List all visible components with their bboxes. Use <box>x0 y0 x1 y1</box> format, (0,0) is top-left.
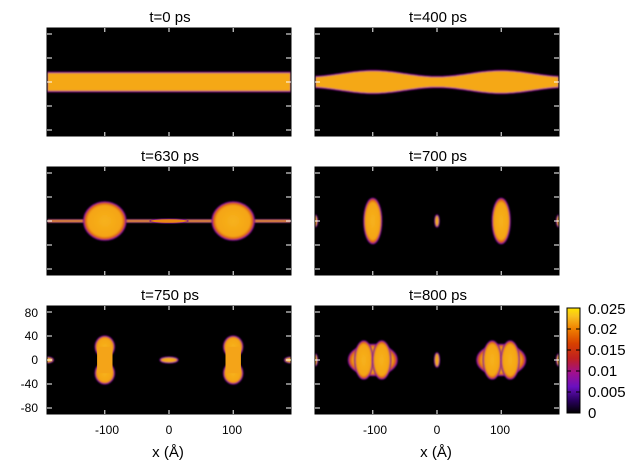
x-tick-label: 0 <box>434 423 441 437</box>
heatmap-panels <box>46 27 560 415</box>
droplet-mark <box>372 340 392 380</box>
x-axis-label: x (Å) <box>420 444 452 461</box>
x-tick-label: -100 <box>363 423 387 437</box>
heatmap-panel <box>314 166 560 276</box>
droplet-mark <box>82 201 127 241</box>
satellite-mark <box>433 352 441 368</box>
colorbar: 0.025 0.02 0.015 0.01 0.005 0 <box>566 301 626 422</box>
undulating-cylinder-mark <box>315 69 559 95</box>
neck-mark <box>149 218 189 224</box>
y-tick-label: 40 <box>25 329 39 343</box>
heatmap-panel <box>46 166 292 276</box>
droplet-mark <box>97 346 113 374</box>
heatmap-panel <box>314 305 560 415</box>
satellite-mark <box>434 214 440 228</box>
x-axis-label: x (Å) <box>152 444 184 461</box>
droplet-mark <box>211 201 256 241</box>
x-tick-label: 0 <box>166 423 173 437</box>
colorbar-tick-label: 0.02 <box>588 321 617 338</box>
panel-title-t400: t=400 ps <box>409 9 467 26</box>
panel-title-t630: t=630 ps <box>141 148 199 165</box>
droplet-mark <box>363 197 383 245</box>
droplet-mark <box>225 346 241 374</box>
heatmap-panel <box>46 305 292 415</box>
colorbar-tick-label: 0.025 <box>588 301 626 318</box>
panel-title-t800: t=800 ps <box>409 287 467 304</box>
x-tick-label: -100 <box>95 423 119 437</box>
y-tick-label: -40 <box>21 377 39 391</box>
droplet-mark <box>491 197 511 245</box>
panel-title-t0: t=0 ps <box>149 9 190 26</box>
droplet-mark <box>500 340 520 380</box>
panel-title-t700: t=700 ps <box>409 148 467 165</box>
y-tick-label: 0 <box>31 353 38 367</box>
colorbar-gradient <box>566 307 581 414</box>
heatmap-panel <box>314 27 560 137</box>
panel-title-t750: t=750 ps <box>141 287 199 304</box>
y-tick-label: 80 <box>25 306 39 320</box>
droplet-mark <box>354 340 374 380</box>
x-tick-label: 100 <box>490 423 510 437</box>
heatmap-panel <box>46 27 292 137</box>
y-tick-label: -80 <box>21 401 39 415</box>
x-tick-label: 100 <box>222 423 242 437</box>
colorbar-tick-label: 0 <box>588 405 596 422</box>
colorbar-tick-label: 0.015 <box>588 342 626 359</box>
colorbar-tick-label: 0.005 <box>588 384 626 401</box>
droplet-mark <box>482 340 502 380</box>
satellite-mark <box>159 356 179 364</box>
colorbar-tick-label: 0.01 <box>588 363 617 380</box>
cylinder-mark <box>47 71 291 93</box>
